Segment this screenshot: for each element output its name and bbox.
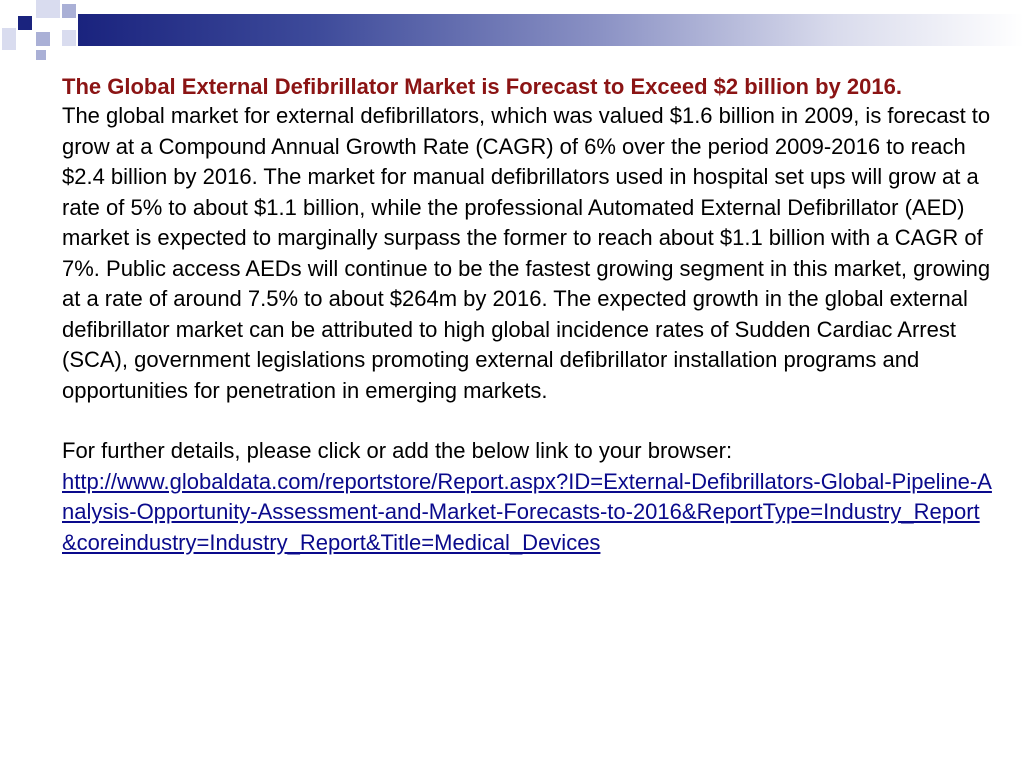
slide-body: The global market for external defibrill… xyxy=(62,103,991,403)
slide-title: The Global External Defibrillator Market… xyxy=(62,74,902,99)
header-square-mid xyxy=(62,4,76,18)
details-prompt: For further details, please click or add… xyxy=(62,438,733,463)
header-square-dark xyxy=(18,16,32,30)
slide-content: The Global External Defibrillator Market… xyxy=(62,72,992,558)
header-square-light xyxy=(62,30,76,46)
header-square-mid xyxy=(36,32,50,46)
header-square-light xyxy=(36,0,60,18)
paragraph-spacer xyxy=(62,406,992,436)
header-square-mid xyxy=(36,50,46,60)
header-square-light xyxy=(2,28,16,50)
header-gradient-bar xyxy=(78,14,1024,46)
report-link[interactable]: http://www.globaldata.com/reportstore/Re… xyxy=(62,468,992,555)
